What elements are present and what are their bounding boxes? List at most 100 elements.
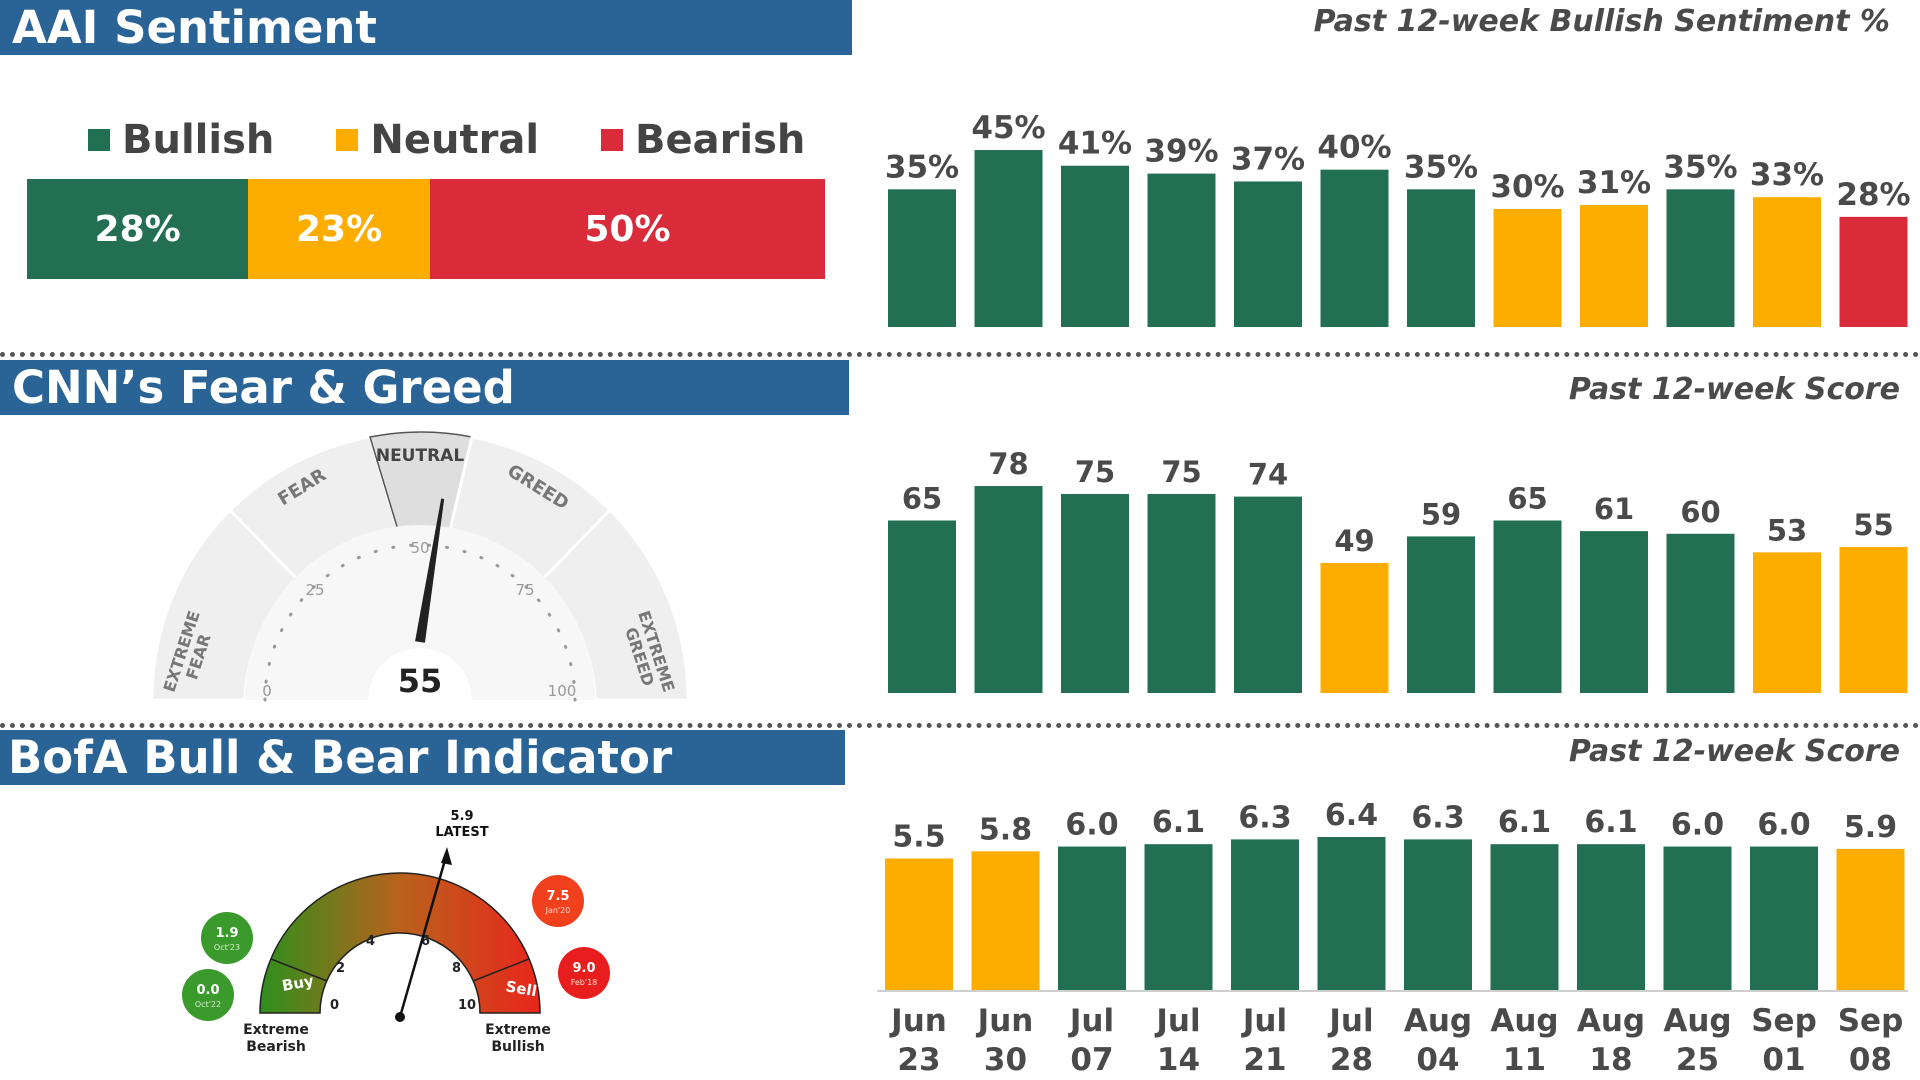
legend-neutral-swatch [336,129,359,151]
chart2-bar-0 [888,520,956,693]
chart1-value-label-11: 28% [1836,177,1910,213]
history-value-4: 9.0 [572,961,595,976]
chart1-value-label-8: 31% [1577,165,1651,201]
chart2-bar-11 [1839,547,1908,693]
history-value-2: 0.0 [196,983,219,998]
chart3-value-label-8: 6.1 [1584,805,1637,840]
chart3-value-label-0: 5.5 [892,820,945,855]
chart1-bar-8 [1580,205,1648,327]
x-tick-label-5-1: 28 [1330,1042,1373,1078]
x-tick-label-2-0: Jul [1068,1003,1114,1039]
chart2-bar-6 [1407,536,1475,693]
chart3-bar-2 [1058,846,1126,990]
history-bubble-4 [558,947,610,999]
chart2-value-label-7: 65 [1507,482,1547,516]
stack-segment-0: 28% [27,179,249,279]
bb-tick-0: 0 [330,998,339,1013]
bb-needle-pivot [395,1012,405,1022]
chart2-value-label-10: 53 [1767,513,1807,547]
chart1-bar-10 [1753,197,1821,327]
tick-75: 75 [515,581,534,599]
legend-neutral: Neutral [336,117,539,163]
chart3-bar-4 [1231,839,1299,990]
history-bubble-2 [182,969,234,1021]
bofa-chart-subtitle: Past 12-week Score [1568,734,1900,769]
tick-50: 50 [410,539,429,557]
chart1-value-label-7: 30% [1490,169,1564,205]
aai-legend: Bullish Neutral Bearish [88,115,867,165]
x-tick-label-1-0: Jun [976,1003,1034,1039]
zone-label-neutral: NEUTRAL [376,446,464,466]
chart1-bar-7 [1493,209,1562,327]
chart3-bar-10 [1750,846,1818,990]
chart2-bar-9 [1666,533,1735,693]
bull-bear-gauge: Buy Sell 0 2 4 6 8 10 5.9 LATEST Extreme… [182,809,610,1055]
chart1-value-label-6: 35% [1404,149,1478,185]
chart2-bar-10 [1753,552,1821,693]
cnn-chart-subtitle: Past 12-week Score [1568,372,1900,407]
chart2-bar-5 [1320,562,1389,693]
latest-label: LATEST [435,825,488,840]
chart1-value-label-4: 37% [1231,141,1305,177]
chart2-value-label-2: 75 [1075,455,1115,489]
divider-top [0,352,1920,357]
fear-greed-gauge: EXTREMEFEAR FEAR NEUTRAL GREED EXTREMEGR… [150,431,690,702]
chart2-value-label-5: 49 [1334,524,1374,558]
chart1-bar-6 [1407,189,1475,327]
chart2-value-label-3: 75 [1161,455,1201,489]
x-tick-label-7-1: 11 [1503,1042,1546,1078]
right-caption-2: Bullish [491,1039,544,1055]
chart2-value-label-4: 74 [1248,458,1288,492]
gauge-inner-face [245,525,595,700]
x-tick-label-7-0: Aug [1490,1003,1558,1039]
chart3-value-label-4: 6.3 [1238,800,1291,835]
bb-needle-head [441,847,452,865]
x-tick-label-6-1: 04 [1416,1042,1459,1078]
chart1-bar-4 [1234,181,1302,327]
gauge-dotted-scale [263,543,577,702]
chart3-value-label-7: 6.1 [1498,805,1551,840]
sell-label: Sell [504,977,538,1000]
x-tick-label-0-0: Jun [889,1003,947,1039]
history-value-1: 1.9 [215,926,238,941]
chart2-bar-8 [1580,531,1648,693]
x-tick-label-3-1: 14 [1157,1042,1200,1078]
x-tick-label-11-0: Sep [1838,1003,1904,1039]
legend-bullish-label: Bullish [122,117,275,163]
history-date-1: Oct'23 [214,943,240,952]
chart3-bar-9 [1663,846,1732,990]
chart2-bar-3 [1147,493,1216,693]
chart2-value-label-9: 60 [1680,495,1720,529]
bb-tick-8: 8 [452,961,461,976]
legend-bearish: Bearish [601,117,805,163]
aai-stacked-bar: 28% 23% 50% [27,179,825,279]
chart2-bar-7 [1493,520,1562,693]
legend-bullish-swatch [88,129,110,151]
chart1-bar-5 [1320,169,1389,327]
x-tick-label-1-1: 30 [984,1042,1027,1078]
bull-bear-arc [259,872,541,1014]
gauge-hub [368,648,472,700]
chart3-value-label-11: 5.9 [1844,810,1897,845]
x-tick-label-11-1: 08 [1849,1042,1892,1078]
chart2-value-label-1: 78 [988,447,1028,481]
chart2-bar-2 [1061,493,1129,693]
chart2-bar-1 [974,486,1043,693]
chart1-value-label-1: 45% [971,110,1045,146]
bb-tick-6: 6 [421,934,430,949]
chart1-bar-3 [1147,173,1216,327]
chart3-bar-8 [1577,844,1645,990]
bb-tick-10: 10 [458,998,476,1013]
chart3-value-label-5: 6.4 [1325,798,1378,833]
chart1-bar-2 [1061,165,1129,327]
chart1-bar-11 [1839,216,1908,327]
history-value-3: 7.5 [546,889,569,904]
latest-value: 5.9 [450,809,473,824]
chart3-bar-3 [1144,844,1213,990]
chart3-bar-7 [1490,844,1559,990]
x-tick-label-10-1: 01 [1762,1042,1805,1078]
x-tick-label-10-0: Sep [1751,1003,1817,1039]
bofa-header: BofA Bull & Bear Indicator [0,730,845,785]
chart3-bar-11 [1836,848,1905,990]
chart1-bar-9 [1666,189,1735,327]
